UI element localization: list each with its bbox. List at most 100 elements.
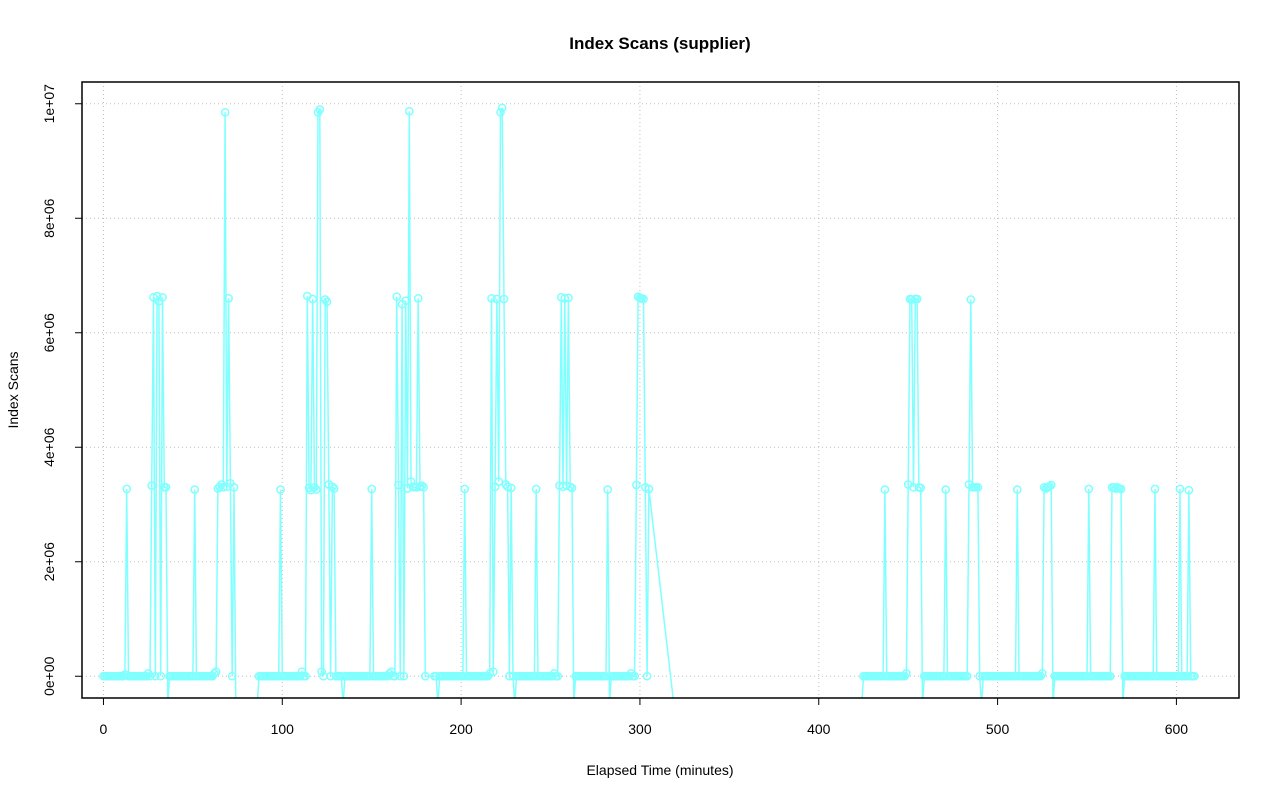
x-tick-label: 200 [449,721,473,737]
data-point [417,481,427,490]
data-point [401,296,411,306]
data-point [567,483,577,493]
data-point [1116,484,1126,494]
chart-title: Index Scans (supplier) [569,34,750,53]
data-point [227,671,237,681]
data-point [496,107,505,117]
data-point [642,671,652,681]
data-point [630,671,639,681]
data-point [211,667,221,677]
data-point [329,484,339,493]
data-point [301,671,310,681]
data-point [150,671,160,681]
data-point [415,482,425,492]
plot-area [99,103,1199,698]
y-tick-label: 8e+06 [41,198,57,238]
data-point [310,482,319,492]
data-point [503,482,512,492]
x-tick-label: 0 [100,721,108,737]
y-tick-label: 4e+06 [41,427,57,467]
data-point [209,669,219,678]
data-point [413,294,423,303]
data-point [1037,669,1047,678]
data-point [156,671,166,681]
data-point [419,482,428,492]
data-point [1150,484,1160,494]
data-point [295,671,305,681]
data-point [966,295,976,304]
x-axis: 0 100 200 300 400 500 600 [100,698,1189,737]
data-point [308,294,318,304]
data-point [390,671,400,681]
data-point [122,484,132,494]
data-point [494,477,504,486]
data-point [564,293,573,303]
data-point [1184,485,1194,495]
y-axis: 0e+00 2e+06 4e+06 6e+06 8e+06 1e+07 [41,84,82,696]
x-tick-label: 400 [807,721,831,737]
data-point [1175,484,1185,494]
data-point [320,295,330,304]
data-point [560,294,570,303]
data-point [220,107,230,117]
data-point [152,291,162,301]
data-point [603,485,613,494]
data-point [322,297,332,307]
data-point [553,671,563,681]
data-point [367,484,377,494]
data-point [145,671,155,681]
data-point [1045,481,1054,491]
data-point [328,482,337,492]
data-point [1012,485,1022,494]
data-point [224,294,233,303]
data-point [916,483,926,493]
x-tick-label: 500 [986,721,1010,737]
data-point [218,482,228,492]
data-point [912,294,922,304]
data-point [394,480,403,490]
data-point [907,295,917,304]
data-point [315,105,325,114]
data-point [497,103,507,113]
data-point [190,485,200,494]
grid-lines [82,82,1239,698]
data-point [420,671,430,681]
y-axis-label: Index Scans [5,351,21,428]
data-point [506,483,516,493]
data-point [317,667,326,677]
data-point [392,292,402,302]
data-point [161,482,171,492]
data-point [1046,480,1056,490]
y-tick-label: 2e+06 [41,542,57,582]
data-point [941,485,951,494]
plot-frame [81,81,1240,699]
y-tick-label: 0e+00 [41,656,57,696]
y-tick-label: 6e+06 [41,313,57,353]
data-point [639,294,648,304]
x-axis-label: Elapsed Time (minutes) [586,762,733,778]
data-point [973,482,983,492]
data-point [644,484,654,494]
data-point [311,485,321,494]
data-point [158,292,167,302]
data-point [488,667,498,677]
data-point [1105,671,1115,681]
data-point [404,106,414,116]
data-point [276,485,285,494]
x-tick-label: 600 [1165,721,1189,737]
data-point [229,482,239,492]
data-point [460,484,470,494]
data-point [147,481,157,490]
data-point [487,294,496,303]
x-tick-label: 100 [271,721,295,737]
data-point [902,669,911,678]
y-tick-label: 1e+07 [41,84,57,124]
data-point [1189,671,1199,681]
data-point [1084,484,1094,494]
data-point [632,480,641,490]
data-point [1111,484,1120,493]
data-point [880,485,890,494]
data-point [962,671,972,681]
data-point [395,671,405,681]
